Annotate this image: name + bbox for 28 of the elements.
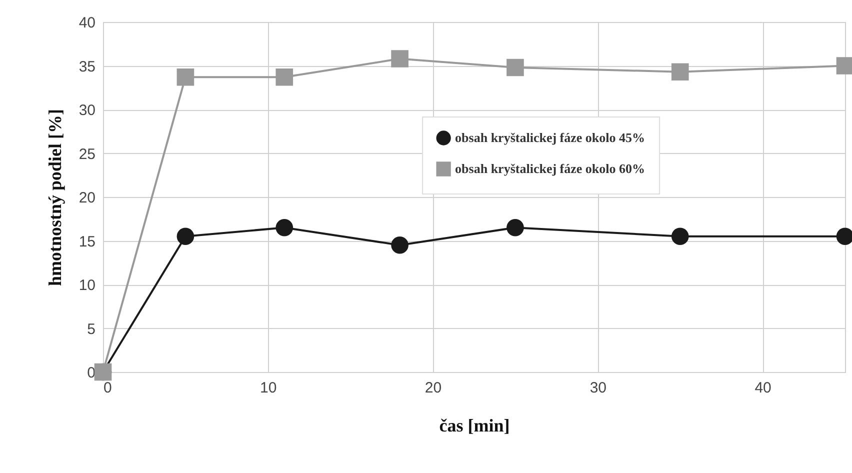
legend-label: obsah kryštalickej fáze okolo 60% [455, 161, 646, 176]
legend-label: obsah kryštalickej fáze okolo 45% [455, 130, 646, 145]
point [176, 68, 194, 86]
x-axis-title: čas [min] [439, 416, 510, 436]
point [506, 218, 524, 236]
y-axis-title: hmotnostný podiel [%] [44, 108, 65, 286]
point [276, 68, 294, 86]
y-tick-label: 15 [78, 233, 96, 250]
point [276, 218, 294, 236]
x-tick-label: 30 [590, 380, 607, 396]
y-tick-label: 0 [87, 364, 96, 382]
y-tick-label: 25 [78, 146, 96, 163]
point [671, 63, 689, 81]
x-tick-label: 0 [104, 380, 112, 396]
point [391, 50, 408, 68]
y-tick-label: 30 [78, 102, 96, 119]
point [671, 228, 689, 246]
y-tick-label: 20 [78, 190, 96, 206]
point [391, 236, 408, 254]
point [506, 58, 524, 76]
y-tick-label: 10 [78, 277, 96, 294]
y-tick-label: 40 [78, 14, 96, 32]
x-tick-label: 40 [754, 380, 772, 396]
y-tick-label: 5 [87, 320, 96, 338]
y-tick-label: 35 [78, 58, 96, 76]
x-tick-label: 10 [260, 380, 277, 396]
point [176, 228, 194, 246]
x-tick-label: 20 [424, 380, 442, 396]
